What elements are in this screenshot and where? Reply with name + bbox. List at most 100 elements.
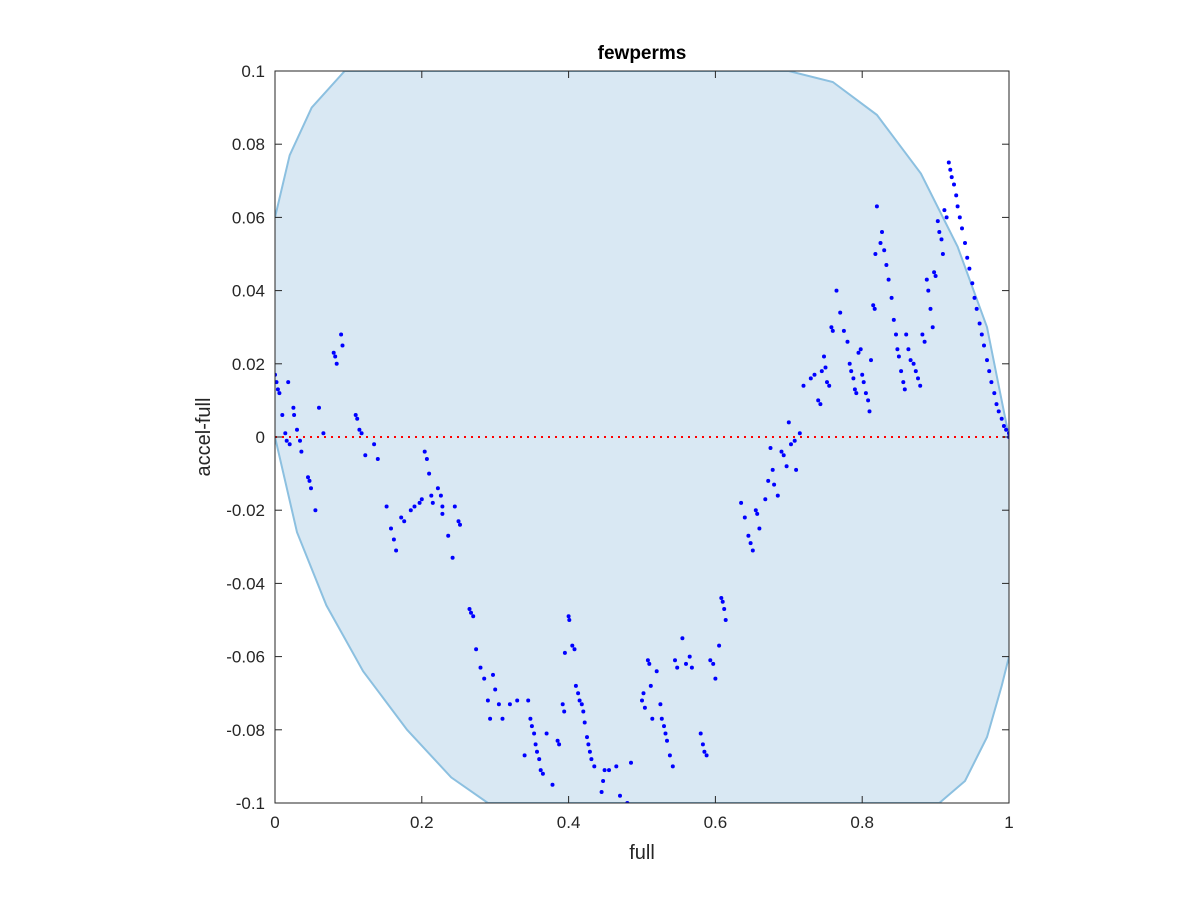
data-point <box>916 376 920 381</box>
data-point <box>482 676 487 681</box>
data-point <box>471 614 476 619</box>
chart-title: fewperms <box>598 43 687 64</box>
data-point <box>946 160 951 165</box>
x-tick-label: 0.2 <box>410 813 434 832</box>
data-point <box>972 295 977 300</box>
x-tick-label: 1 <box>1004 813 1013 832</box>
data-point <box>427 471 432 476</box>
data-point <box>834 288 839 293</box>
data-point <box>882 248 887 253</box>
data-point <box>535 749 539 754</box>
data-point <box>601 779 606 783</box>
data-point <box>830 328 835 333</box>
data-point <box>469 610 473 615</box>
data-point <box>768 446 773 450</box>
data-point <box>860 372 865 377</box>
data-point <box>982 343 986 348</box>
x-axis-label: full <box>629 842 655 864</box>
data-point <box>572 647 577 652</box>
data-point <box>901 380 906 385</box>
data-point <box>650 716 655 721</box>
data-point <box>658 702 663 707</box>
data-point <box>757 526 762 531</box>
data-point <box>719 596 724 600</box>
data-point <box>904 332 909 337</box>
data-point <box>786 420 791 425</box>
y-tick-label: 0.08 <box>232 135 265 154</box>
data-point <box>781 453 786 458</box>
envelope-band <box>275 71 1009 803</box>
data-point <box>944 215 949 220</box>
y-tick-label: -0.06 <box>226 648 265 667</box>
data-point <box>570 643 575 648</box>
data-point <box>422 449 427 454</box>
data-point <box>922 339 927 344</box>
data-point <box>957 215 962 220</box>
data-point <box>389 526 393 531</box>
data-point <box>704 753 709 758</box>
data-point <box>863 391 868 396</box>
y-tick-label: -0.08 <box>226 721 265 740</box>
data-point <box>309 486 313 491</box>
data-point <box>852 387 857 392</box>
data-point <box>680 636 685 641</box>
data-point <box>607 768 611 773</box>
data-point <box>292 413 297 417</box>
data-point <box>283 431 288 436</box>
data-point <box>629 760 633 765</box>
x-tick-label: 0 <box>270 813 279 832</box>
data-point <box>841 328 846 333</box>
data-point <box>438 493 443 498</box>
data-point <box>994 402 999 407</box>
data-point <box>819 369 824 374</box>
data-point <box>560 702 565 707</box>
data-point <box>641 691 646 696</box>
data-point <box>408 508 413 513</box>
data-point <box>284 438 289 443</box>
data-point <box>478 665 483 670</box>
data-point <box>748 541 753 546</box>
data-point <box>789 442 793 447</box>
data-point <box>713 676 718 681</box>
data-point <box>770 467 775 472</box>
x-tick-label: 0.6 <box>704 813 728 832</box>
data-point <box>550 782 555 787</box>
data-point <box>924 277 929 282</box>
data-point <box>642 705 647 710</box>
data-point <box>533 742 538 747</box>
data-point <box>537 757 542 762</box>
data-point <box>467 607 472 611</box>
data-point <box>739 500 744 505</box>
data-point <box>515 698 520 703</box>
y-tick-label: -0.04 <box>226 574 265 593</box>
data-point <box>298 438 302 443</box>
data-point <box>1004 427 1009 432</box>
data-point <box>928 306 933 311</box>
data-point <box>847 361 852 366</box>
data-point <box>663 731 668 736</box>
y-tick-label: 0 <box>256 428 265 447</box>
data-point <box>872 306 877 311</box>
data-point <box>886 277 891 282</box>
data-point <box>412 504 417 509</box>
data-point <box>334 361 339 366</box>
data-point <box>996 409 1001 414</box>
data-point <box>493 687 498 692</box>
data-point <box>399 515 404 520</box>
data-point <box>949 175 954 180</box>
data-point <box>474 647 479 652</box>
data-point <box>889 295 894 300</box>
data-point <box>544 731 549 736</box>
data-point <box>970 281 975 286</box>
data-point <box>708 658 713 663</box>
data-point <box>592 764 597 769</box>
data-point <box>450 555 455 560</box>
data-point <box>456 519 461 524</box>
data-point <box>937 230 942 234</box>
data-point <box>965 255 970 260</box>
data-points <box>275 160 1009 803</box>
data-point <box>648 683 653 688</box>
data-point <box>491 672 495 677</box>
data-point <box>784 464 789 469</box>
